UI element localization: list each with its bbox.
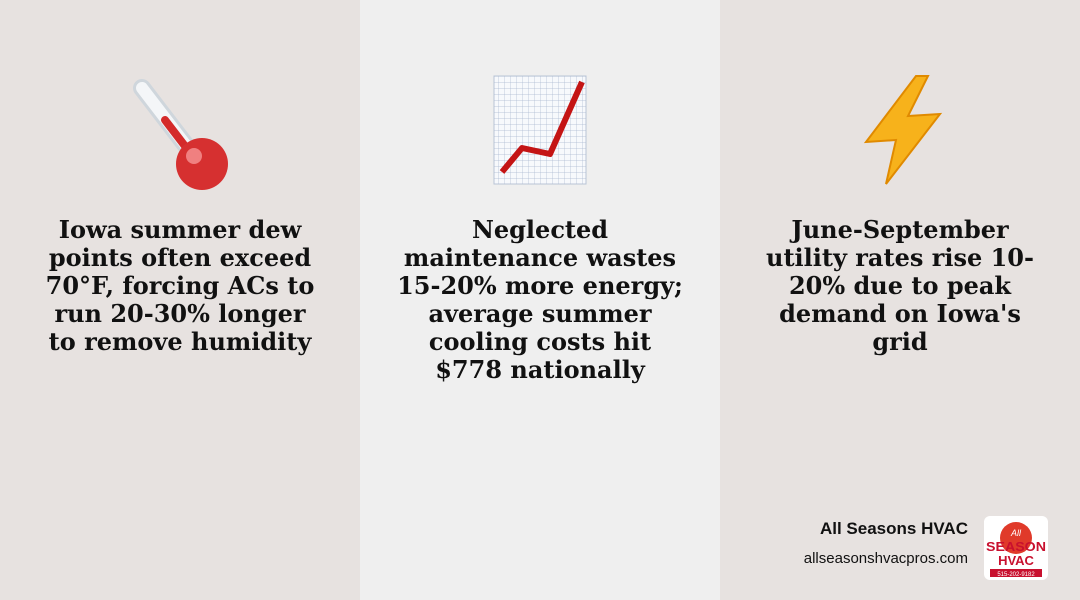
- brand-name: All Seasons HVAC: [819, 519, 968, 538]
- logo-text: 515-202-9182: [997, 572, 1035, 578]
- website: allseasonshvacpros.com: [803, 550, 968, 567]
- text-line: $778 nationally: [435, 355, 645, 384]
- text-line: 20% due to peak: [788, 271, 1012, 300]
- text-line: utility rates rise 10-: [766, 243, 1034, 272]
- panel-text: Neglected maintenance wastes 15-20% more e…: [360, 216, 720, 384]
- text-line: June-September: [791, 215, 1009, 244]
- panel: Iowa summer dew points often exceed 70°F, …: [0, 0, 360, 600]
- panel: June-September utility rates rise 10- 20% …: [720, 0, 1080, 600]
- text-line: average summer: [428, 299, 652, 328]
- panel-text: June-September utility rates rise 10- 20% …: [720, 216, 1080, 356]
- text-line: 70°F, forcing ACs to: [45, 271, 315, 300]
- logo-text: SEASON: [986, 539, 1046, 554]
- text-line: to remove humidity: [48, 327, 312, 356]
- text-line: points often exceed: [48, 243, 312, 272]
- text-line: 15-20% more energy;: [397, 271, 683, 300]
- lightning-icon: [863, 75, 943, 185]
- text-line: run 20-30% longer: [54, 299, 306, 328]
- text-line: grid: [872, 327, 928, 356]
- text-line: demand on Iowa's: [779, 299, 1021, 328]
- text-line: maintenance wastes: [403, 243, 677, 272]
- logo-text: HVAC: [998, 553, 1034, 568]
- panel: Neglected maintenance wastes 15-20% more e…: [360, 0, 720, 600]
- text-line: Iowa summer dew: [58, 215, 302, 244]
- logo: All SEASON HVAC 515-202-9182: [984, 516, 1048, 580]
- text-line: cooling costs hit: [428, 327, 652, 356]
- logo-text: All: [1010, 528, 1022, 538]
- chart-icon: [493, 75, 587, 185]
- text-line: Neglected: [471, 215, 609, 244]
- panel-text: Iowa summer dew points often exceed 70°F, …: [0, 216, 360, 356]
- thermometer-icon: [133, 79, 228, 190]
